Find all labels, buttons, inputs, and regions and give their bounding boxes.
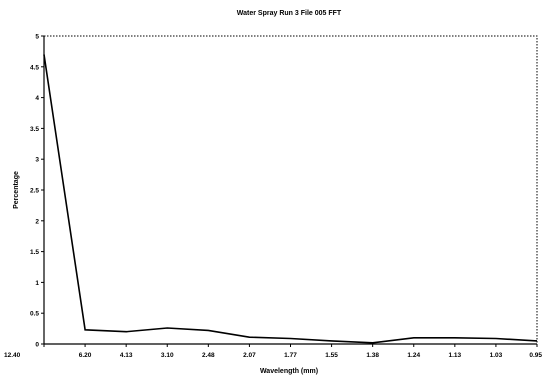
x-tick-label: 4.13	[120, 352, 133, 359]
x-tick-label: 12.40	[4, 352, 21, 359]
x-tick-label: 2.48	[202, 352, 215, 359]
x-tick-label: 2.07	[243, 352, 256, 359]
y-tick-label: 4	[35, 95, 39, 102]
y-tick-label: 3.5	[30, 126, 39, 133]
x-tick-label: 1.55	[325, 352, 338, 359]
x-tick-label: 0.95	[529, 352, 542, 359]
x-axis-ticks: 12.40 6.20 4.13 3.10 2.48 2.07 1.77 1.55 1.38 1.2…	[4, 344, 542, 359]
series-line	[43, 54, 538, 344]
x-tick-label: 1.38	[366, 352, 379, 359]
chart-title: Water Spray Run 3 File 005 FFT	[237, 10, 342, 17]
y-tick-label: 3	[35, 157, 39, 164]
x-tick-label: 1.13	[449, 352, 462, 359]
y-tick-label: 4.5	[30, 64, 39, 71]
y-tick-label: 0.5	[30, 311, 39, 318]
plot-area	[43, 35, 538, 345]
x-tick-label: 1.24	[407, 352, 420, 359]
y-tick-label: 2	[35, 218, 39, 225]
y-tick-label: 2.5	[30, 188, 39, 195]
y-tick-label: 1	[35, 280, 39, 287]
y-tick-label: 1.5	[30, 249, 39, 256]
x-tick-label: 1.77	[284, 352, 297, 359]
y-tick-label: 5	[35, 34, 39, 41]
y-axis-ticks: 0 0.5 1 1.5 2 2.5 3 3.5 4 4.5 5	[30, 34, 44, 349]
x-axis-label: Wavelength (mm)	[260, 368, 318, 375]
y-axis-label: Percentage	[13, 171, 20, 209]
x-tick-label: 1.03	[490, 352, 503, 359]
x-tick-label: 6.20	[79, 352, 92, 359]
y-tick-label: 0	[35, 342, 39, 349]
x-tick-label: 3.10	[161, 352, 174, 359]
